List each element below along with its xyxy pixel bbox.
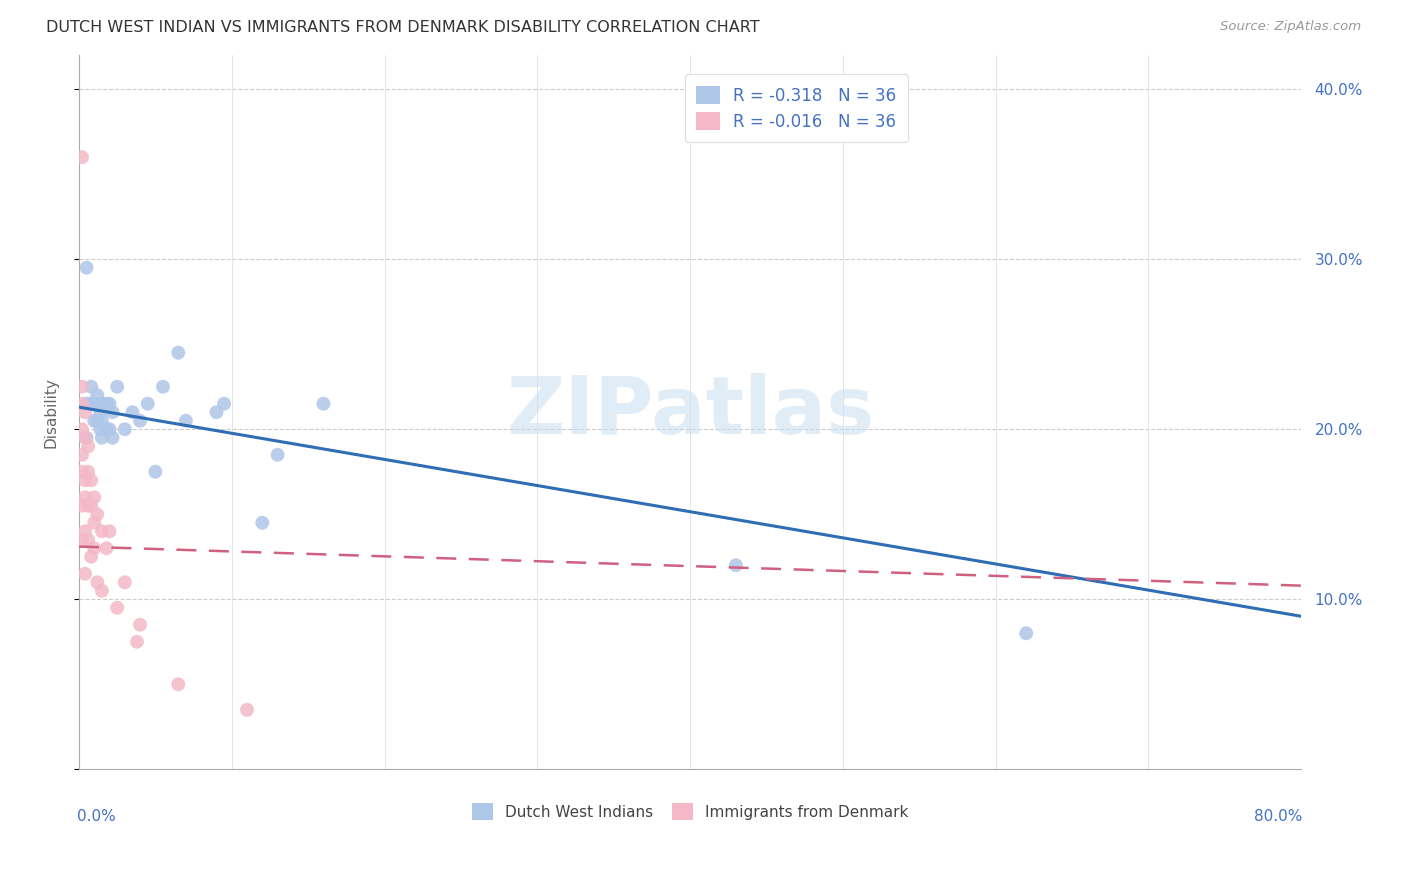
Point: [70, 422, 93, 436]
Point: [80, 549, 103, 564]
Text: Source: ZipAtlas.com: Source: ZipAtlas.com: [1220, 20, 1361, 33]
Point: [98, 422, 121, 436]
Point: [98, 397, 121, 411]
Point: [90, 431, 112, 445]
Point: [89, 405, 111, 419]
Point: [75, 566, 97, 581]
Point: [167, 677, 190, 691]
Point: [212, 397, 235, 411]
Point: [236, 703, 259, 717]
Point: [75, 405, 97, 419]
Point: [77, 439, 100, 453]
Point: [80, 380, 103, 394]
Point: [174, 414, 197, 428]
Point: [167, 345, 190, 359]
Text: ZIPatlas: ZIPatlas: [506, 373, 875, 451]
Point: [70, 533, 93, 547]
Point: [96, 541, 118, 556]
Y-axis label: Disability: Disability: [44, 376, 58, 448]
Point: [83, 516, 105, 530]
Point: [101, 431, 124, 445]
Point: [90, 414, 112, 428]
Point: [75, 490, 97, 504]
Point: [86, 388, 108, 402]
Point: [70, 499, 93, 513]
Point: [136, 397, 159, 411]
Point: [75, 473, 97, 487]
Text: DUTCH WEST INDIAN VS IMMIGRANTS FROM DENMARK DISABILITY CORRELATION CHART: DUTCH WEST INDIAN VS IMMIGRANTS FROM DEN…: [46, 20, 761, 35]
Point: [105, 380, 128, 394]
Point: [83, 397, 105, 411]
Text: 0.0%: 0.0%: [77, 808, 117, 823]
Point: [96, 397, 118, 411]
Point: [70, 150, 93, 164]
Point: [114, 422, 136, 436]
Text: 80.0%: 80.0%: [1254, 808, 1303, 823]
Point: [266, 448, 288, 462]
Point: [101, 405, 124, 419]
Point: [143, 465, 166, 479]
Point: [80, 473, 103, 487]
Point: [152, 380, 174, 394]
Point: [70, 397, 93, 411]
Point: [83, 414, 105, 428]
Point: [98, 524, 121, 539]
Point: [114, 575, 136, 590]
Point: [83, 490, 105, 504]
Point: [76, 431, 98, 445]
Point: [86, 508, 108, 522]
Point: [70, 448, 93, 462]
Point: [80, 499, 103, 513]
Point: [83, 541, 105, 556]
Point: [77, 499, 100, 513]
Point: [86, 414, 108, 428]
Point: [96, 422, 118, 436]
Point: [90, 524, 112, 539]
Point: [70, 465, 93, 479]
Point: [125, 634, 148, 648]
Point: [252, 516, 274, 530]
Point: [70, 380, 93, 394]
Point: [121, 405, 143, 419]
Point: [77, 533, 100, 547]
Point: [76, 397, 98, 411]
Point: [90, 397, 112, 411]
Point: [105, 600, 128, 615]
Legend: Dutch West Indians, Immigrants from Denmark: Dutch West Indians, Immigrants from Denm…: [465, 797, 915, 826]
Point: [724, 558, 747, 573]
Point: [205, 405, 228, 419]
Point: [75, 431, 97, 445]
Point: [75, 524, 97, 539]
Point: [312, 397, 335, 411]
Point: [89, 422, 111, 436]
Point: [90, 583, 112, 598]
Point: [80, 397, 103, 411]
Point: [129, 617, 152, 632]
Point: [1015, 626, 1038, 640]
Point: [76, 260, 98, 275]
Point: [86, 575, 108, 590]
Point: [77, 465, 100, 479]
Point: [129, 414, 152, 428]
